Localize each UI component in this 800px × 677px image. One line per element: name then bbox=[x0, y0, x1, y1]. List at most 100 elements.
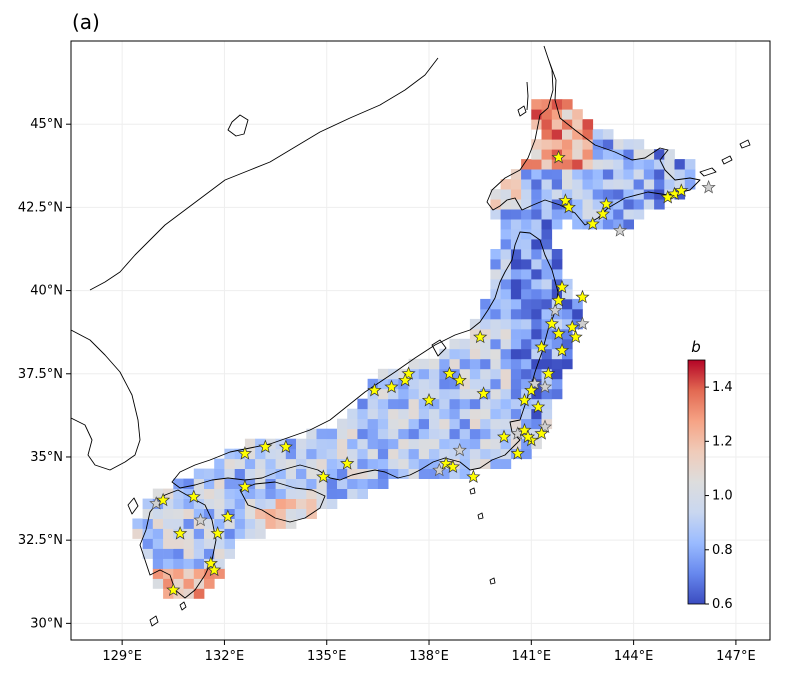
heatmap-cell bbox=[582, 219, 594, 230]
heatmap-cell bbox=[633, 199, 645, 210]
heatmap-cell bbox=[214, 568, 225, 579]
heatmap-cell bbox=[214, 558, 225, 569]
x-tick-label: 141°E bbox=[512, 649, 552, 664]
heatmap-cell bbox=[316, 488, 328, 499]
heatmap-cell bbox=[562, 159, 573, 170]
heatmap-cell bbox=[449, 458, 461, 469]
heatmap-cell bbox=[684, 169, 696, 180]
heatmap-cell bbox=[521, 288, 532, 300]
station-star-yellow bbox=[674, 183, 689, 197]
heatmap-cell bbox=[469, 418, 481, 430]
heatmap-cell bbox=[377, 438, 389, 450]
heatmap-cell bbox=[541, 408, 553, 420]
heatmap-cell bbox=[521, 318, 532, 330]
heatmap-cell bbox=[572, 159, 583, 170]
heatmap-cell bbox=[152, 548, 164, 559]
heatmap-cell bbox=[418, 438, 430, 450]
heatmap-cell bbox=[541, 249, 553, 260]
station-star-yellow bbox=[442, 366, 457, 380]
heatmap-cell bbox=[490, 269, 501, 280]
heatmap-cell bbox=[633, 159, 645, 170]
heatmap-cell bbox=[449, 348, 461, 360]
heatmap-cell bbox=[490, 259, 501, 270]
heatmap-cell bbox=[572, 298, 583, 310]
heatmap-cell bbox=[163, 588, 174, 599]
heatmap-cell bbox=[152, 558, 164, 569]
heatmap-cell bbox=[490, 298, 501, 310]
heatmap-cell bbox=[193, 538, 205, 549]
station-star-yellow bbox=[558, 193, 573, 207]
heatmap-cell bbox=[562, 189, 573, 200]
heatmap-cell bbox=[255, 518, 266, 529]
heatmap-cell bbox=[173, 488, 184, 499]
heatmap-cell bbox=[490, 358, 501, 370]
heatmap-cell bbox=[244, 498, 256, 509]
heatmap-cell bbox=[521, 408, 532, 420]
heatmap-cell bbox=[142, 498, 154, 509]
station-star-yellow bbox=[575, 289, 590, 304]
heatmap-cell bbox=[296, 438, 307, 450]
heatmap-cell bbox=[418, 388, 430, 400]
heatmap-cell bbox=[439, 378, 450, 390]
station-star-yellow bbox=[278, 439, 293, 453]
heatmap-cell bbox=[296, 478, 307, 489]
heatmap-cell bbox=[204, 518, 215, 529]
heatmap-cell bbox=[275, 488, 287, 499]
heatmap-cell bbox=[664, 149, 675, 160]
heatmap-cell bbox=[142, 508, 154, 519]
heatmap-cell bbox=[255, 528, 266, 539]
heatmap-cell bbox=[316, 448, 328, 460]
station-star-yellow bbox=[551, 293, 566, 307]
station-star-yellow bbox=[534, 426, 549, 440]
heatmap-cell bbox=[152, 528, 164, 539]
heatmap-cell bbox=[562, 328, 573, 340]
heatmap-cell bbox=[377, 428, 389, 440]
heatmap-cell bbox=[306, 448, 317, 460]
station-star-yellow bbox=[340, 456, 355, 470]
heatmap-cell bbox=[541, 278, 553, 290]
heatmap-cell bbox=[602, 139, 614, 150]
heatmap-cell bbox=[521, 308, 532, 320]
heatmap-cell bbox=[469, 378, 481, 390]
heatmap-cell bbox=[214, 468, 225, 479]
heatmap-cell bbox=[541, 318, 553, 330]
heatmap-cell bbox=[439, 368, 450, 380]
station-star-yellow bbox=[166, 582, 181, 597]
heatmap-cell bbox=[459, 448, 471, 460]
heatmap-cell bbox=[429, 438, 440, 450]
heatmap-cell bbox=[224, 488, 235, 499]
heatmap-cell bbox=[429, 358, 440, 370]
y-tick-label: 32.5°N bbox=[18, 533, 63, 548]
heatmap-cell bbox=[388, 388, 399, 400]
heatmap-cell bbox=[214, 458, 225, 469]
heatmap-cell bbox=[377, 448, 389, 460]
heatmap-cell bbox=[275, 508, 287, 519]
station-star-yellow bbox=[398, 372, 413, 387]
heatmap-cell bbox=[490, 428, 501, 440]
heatmap-cell bbox=[592, 169, 604, 180]
heatmap-cell bbox=[633, 149, 645, 160]
heatmap-cell bbox=[684, 179, 696, 190]
heatmap-cell bbox=[377, 368, 389, 380]
heatmap-cell bbox=[306, 458, 317, 469]
heatmap-cell bbox=[357, 438, 368, 450]
heatmap-cell bbox=[572, 199, 583, 210]
heatmap-cell bbox=[469, 398, 481, 410]
heatmap-cell bbox=[521, 269, 532, 280]
heatmap-cell bbox=[551, 338, 563, 350]
heatmap-cell bbox=[531, 428, 542, 440]
heatmap-cell bbox=[285, 518, 297, 529]
heatmap-cell bbox=[459, 418, 471, 430]
heatmap-cell bbox=[429, 428, 440, 440]
heatmap-cell bbox=[521, 328, 532, 340]
heatmap-cell bbox=[490, 388, 501, 400]
heatmap-cell bbox=[551, 139, 563, 150]
heatmap-cell bbox=[664, 179, 675, 190]
heatmap-cell bbox=[429, 368, 440, 380]
heatmap-cell bbox=[459, 388, 471, 400]
heatmap-cell bbox=[183, 538, 195, 549]
heatmap-cell bbox=[459, 348, 471, 360]
heatmap-cell bbox=[510, 308, 522, 320]
heatmap-cell bbox=[439, 448, 450, 460]
heatmap-cell bbox=[193, 558, 205, 569]
